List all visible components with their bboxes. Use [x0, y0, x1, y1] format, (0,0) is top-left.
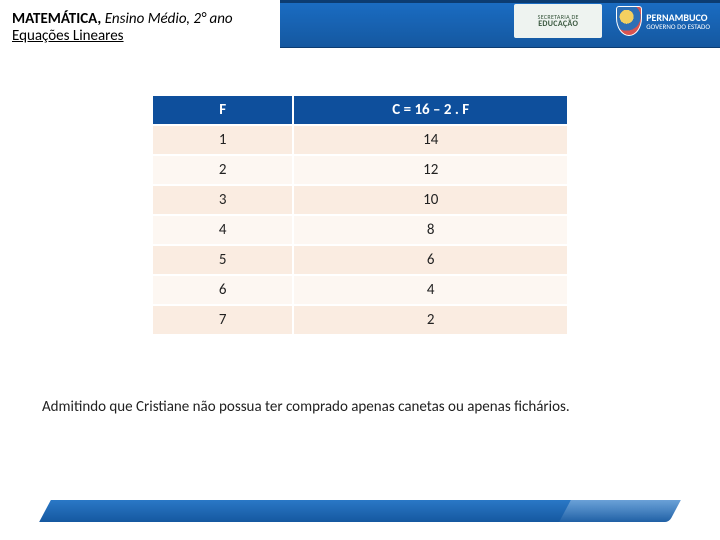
- header-text-block: MATEMÁTICA, Ensino Médio, 2° ano Equaçõe…: [12, 4, 253, 52]
- course-title: MATEMÁTICA, Ensino Médio, 2° ano: [12, 11, 233, 28]
- table-row: 56: [152, 245, 568, 275]
- body-paragraph: Admitindo que Cristiane não possua ter c…: [42, 398, 652, 418]
- cell: 12: [293, 155, 568, 185]
- logo2-sub: GOVERNO DO ESTADO: [646, 22, 710, 31]
- table-body: 114 212 310 48 56 64 72: [152, 125, 568, 335]
- cell: 3: [152, 185, 293, 215]
- table-row: 64: [152, 275, 568, 305]
- table-header-row: F C = 16 – 2 . F: [152, 96, 568, 125]
- cell: 2: [293, 305, 568, 335]
- table-row: 310: [152, 185, 568, 215]
- course-subtitle: Equações Lineares: [12, 28, 233, 45]
- cell: 14: [293, 125, 568, 155]
- table-row: 72: [152, 305, 568, 335]
- secretaria-logo: SECRETARIA DE EDUCAÇÃO: [514, 4, 602, 38]
- course-rest: Ensino Médio, 2° ano: [101, 10, 232, 28]
- cell: 4: [293, 275, 568, 305]
- logo-group: SECRETARIA DE EDUCAÇÃO PERNAMBUCO GOVERN…: [514, 4, 710, 38]
- table-row: 48: [152, 215, 568, 245]
- cell: 6: [293, 245, 568, 275]
- data-table: F C = 16 – 2 . F 114 212 310 48 56 64 72: [151, 96, 569, 336]
- cell: 10: [293, 185, 568, 215]
- logo1-line2: EDUCAÇÃO: [538, 20, 578, 28]
- table-row: 212: [152, 155, 568, 185]
- col-header-f: F: [152, 96, 293, 125]
- cell: 2: [152, 155, 293, 185]
- shield-icon: [616, 6, 642, 36]
- cell: 1: [152, 125, 293, 155]
- cell: 7: [152, 305, 293, 335]
- slide-header: MATEMÁTICA, Ensino Médio, 2° ano Equaçõe…: [0, 0, 720, 56]
- table-row: 114: [152, 125, 568, 155]
- cell: 4: [152, 215, 293, 245]
- cell: 8: [293, 215, 568, 245]
- col-header-c: C = 16 – 2 . F: [293, 96, 568, 125]
- data-table-wrap: F C = 16 – 2 . F 114 212 310 48 56 64 72: [151, 96, 569, 336]
- course-bold: MATEMÁTICA,: [12, 10, 101, 28]
- footer-blue-bar: [39, 500, 681, 522]
- cell: 6: [152, 275, 293, 305]
- cell: 5: [152, 245, 293, 275]
- pe-text: PERNAMBUCO GOVERNO DO ESTADO: [646, 13, 710, 30]
- pernambuco-logo: PERNAMBUCO GOVERNO DO ESTADO: [616, 6, 710, 36]
